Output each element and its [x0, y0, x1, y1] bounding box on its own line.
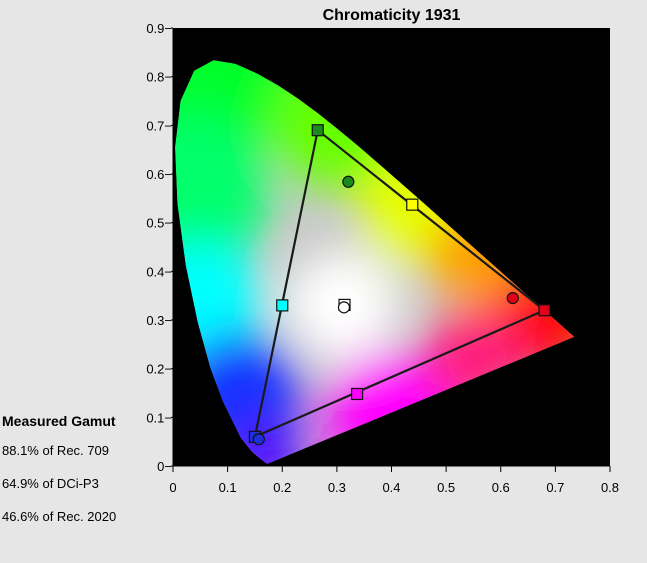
green-primary-target [311, 124, 324, 137]
green-measured-point [342, 175, 355, 188]
y-tick-label: 0.9− [146, 21, 172, 36]
measured-gamut-title: Measured Gamut [2, 413, 116, 429]
x-tick-label: 0.5 [437, 480, 455, 495]
magenta-secondary-target [350, 387, 364, 401]
x-axis: 0 0.1 0.2 0.3 0.4 0.5 0.6 0.7 0.8 [169, 465, 619, 495]
y-tick-label: 0.2− [146, 362, 172, 377]
x-tick-label: 0.6 [492, 480, 510, 495]
y-tick-label: 0.1− [146, 410, 172, 425]
y-tick-label: 0.4− [146, 264, 172, 279]
x-tick-label: 0.2 [273, 480, 291, 495]
y-axis: 0− 0.1− 0.2− 0.3− 0.4− 0.5− 0.6− 0.7− 0.8− 0.9− [146, 21, 174, 474]
chart-markers [248, 124, 551, 446]
cyan-secondary-target [276, 299, 289, 312]
x-tick-label: 0.3 [328, 480, 346, 495]
measured-gamut-panel: Measured Gamut 88.1% of Rec. 709 64.9% o… [2, 411, 152, 540]
x-tick-label: 0 [169, 480, 176, 495]
y-tick-label: 0.3− [146, 313, 172, 328]
red-measured-point [506, 292, 519, 305]
y-tick-label: 0.8− [146, 70, 172, 85]
blue-measured-point [252, 433, 265, 446]
chart-title: Chromaticity 1931 [323, 7, 461, 24]
x-tick-label: 0.7 [546, 480, 564, 495]
gamut-rec2020: 46.6% of Rec. 2020 [2, 509, 117, 524]
white-measured-point [337, 301, 351, 314]
y-tick-label: 0.7− [146, 118, 172, 133]
reference-gamut-triangle [253, 129, 546, 438]
gamut-rec709: 88.1% of Rec. 709 [2, 443, 109, 458]
x-tick-label: 0.4 [382, 480, 400, 495]
x-tick-label: 0.1 [219, 480, 237, 495]
red-primary-target [538, 304, 551, 317]
yellow-secondary-target [406, 198, 419, 211]
x-tick-label: 0.8 [601, 480, 619, 495]
y-tick-label: 0− [157, 459, 172, 474]
gamut-dcip3: 64.9% of DCi-P3 [2, 476, 99, 491]
y-tick-label: 0.6− [146, 167, 172, 182]
y-tick-label: 0.5− [146, 216, 172, 231]
